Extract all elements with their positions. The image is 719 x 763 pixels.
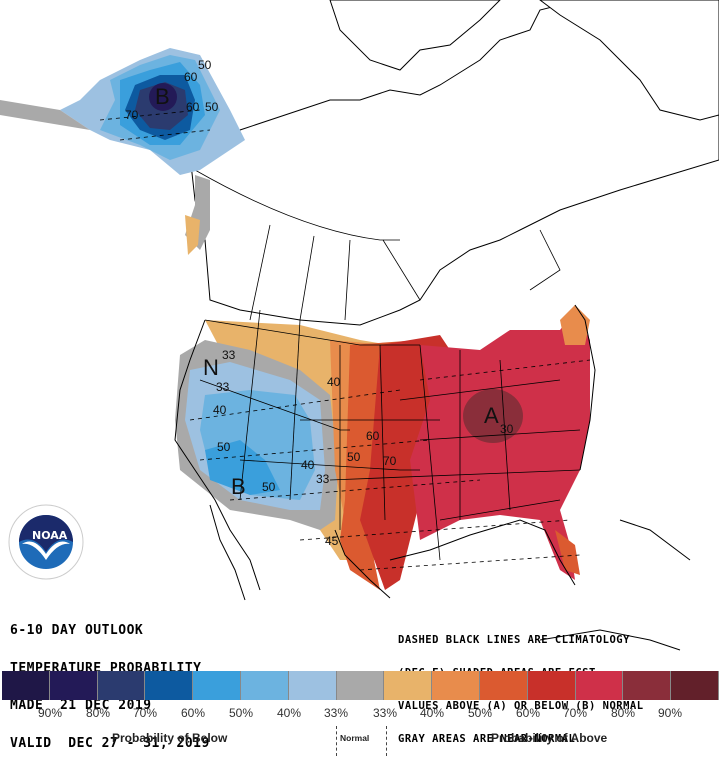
contour-label: 33 xyxy=(316,472,330,486)
legend-ticks: 90% 80% 70% 60% 50% 40% 33% 33% 40% 50% … xyxy=(0,706,719,722)
contour-label: 40 xyxy=(327,375,341,389)
contour-label: 50 xyxy=(205,100,219,114)
climatology-lines xyxy=(99,109,591,571)
contour-label: 33 xyxy=(216,380,230,394)
legend-normal-label: Normal xyxy=(340,733,370,743)
legend-tick: 80% xyxy=(610,706,636,720)
legend-normal-divider-right xyxy=(386,726,387,756)
legend-swatch xyxy=(2,671,50,700)
below-marker-southwest: B xyxy=(231,474,246,499)
normal-marker-west: N xyxy=(203,355,219,380)
coastlines xyxy=(174,304,691,651)
contour-label: 50 xyxy=(198,58,212,72)
land-outlines xyxy=(189,0,719,326)
alaska-shading xyxy=(0,48,245,175)
legend-swatch xyxy=(145,671,194,700)
contour-label: 45 xyxy=(325,534,339,548)
contour-label: 50 xyxy=(217,440,231,454)
contour-label: 33 xyxy=(222,348,236,362)
title-line-3: MADE 21 DEC 2019 xyxy=(10,698,152,713)
outlook-map xyxy=(0,0,719,651)
contour-label: 40 xyxy=(213,403,227,417)
legend-tick: 60% xyxy=(515,706,541,720)
contour-label: 70 xyxy=(383,454,397,468)
legend-normal-divider-left xyxy=(336,726,337,756)
legend-tick: 90% xyxy=(657,706,683,720)
legend-tick: 70% xyxy=(562,706,588,720)
legend-swatch xyxy=(432,671,480,700)
legend-tick: 50% xyxy=(228,706,254,720)
legend-swatch xyxy=(240,671,289,700)
legend-swatch xyxy=(97,671,146,700)
legend-tick: 33% xyxy=(323,706,349,720)
legend-swatch xyxy=(384,671,433,700)
legend-color-bar xyxy=(2,671,719,701)
contour-label: 30 xyxy=(500,422,514,436)
conus-shading xyxy=(175,305,590,590)
note-line-3: VALUES ABOVE (A) OR BELOW (B) NORMAL xyxy=(398,700,644,712)
contour-label: 50 xyxy=(262,480,276,494)
legend-swatch xyxy=(336,671,385,700)
contour-label: 60 xyxy=(184,70,198,84)
legend-swatch xyxy=(671,671,719,700)
title-line-1: 6-10 DAY OUTLOOK xyxy=(10,623,144,638)
legend-tick: 70% xyxy=(132,706,158,720)
legend-swatch xyxy=(49,671,98,700)
legend-swatch xyxy=(288,671,337,700)
title-line-4: VALID DEC 27 - 31, 2019 xyxy=(10,735,210,751)
legend-tick: 50% xyxy=(467,706,493,720)
legend-swatch xyxy=(623,671,672,700)
legend-tick: 60% xyxy=(180,706,206,720)
contour-label: 50 xyxy=(347,450,361,464)
legend-swatch xyxy=(193,671,241,700)
canada-borders xyxy=(194,169,561,321)
legend-swatch xyxy=(527,671,576,700)
state-borders xyxy=(199,309,581,561)
legend-tick: 90% xyxy=(37,706,63,720)
legend-tick: 33% xyxy=(372,706,398,720)
legend-tick: 80% xyxy=(85,706,111,720)
below-marker-alaska: B xyxy=(155,84,170,109)
note-line-4: GRAY AREAS ARE NEAR-NORMAL xyxy=(398,733,576,745)
legend-above-label: Probability of Above xyxy=(491,731,608,745)
legend-tick: 40% xyxy=(419,706,445,720)
above-marker-ohio: A xyxy=(484,403,499,428)
contour-label: 60 xyxy=(186,100,200,114)
contour-label: 40 xyxy=(301,458,315,472)
note-line-1: DASHED BLACK LINES ARE CLIMATOLOGY xyxy=(398,634,630,646)
noaa-logo: NOAA xyxy=(8,504,84,580)
legend-below-label: Probability of Below xyxy=(112,731,228,745)
contour-label: 60 xyxy=(366,429,380,443)
noaa-wordmark: NOAA xyxy=(32,529,68,542)
contour-label: 70 xyxy=(125,108,139,122)
legend-tick: 40% xyxy=(276,706,302,720)
noaa-emblem-icon xyxy=(8,504,84,580)
legend-swatch xyxy=(479,671,528,700)
legend-swatch xyxy=(575,671,624,700)
